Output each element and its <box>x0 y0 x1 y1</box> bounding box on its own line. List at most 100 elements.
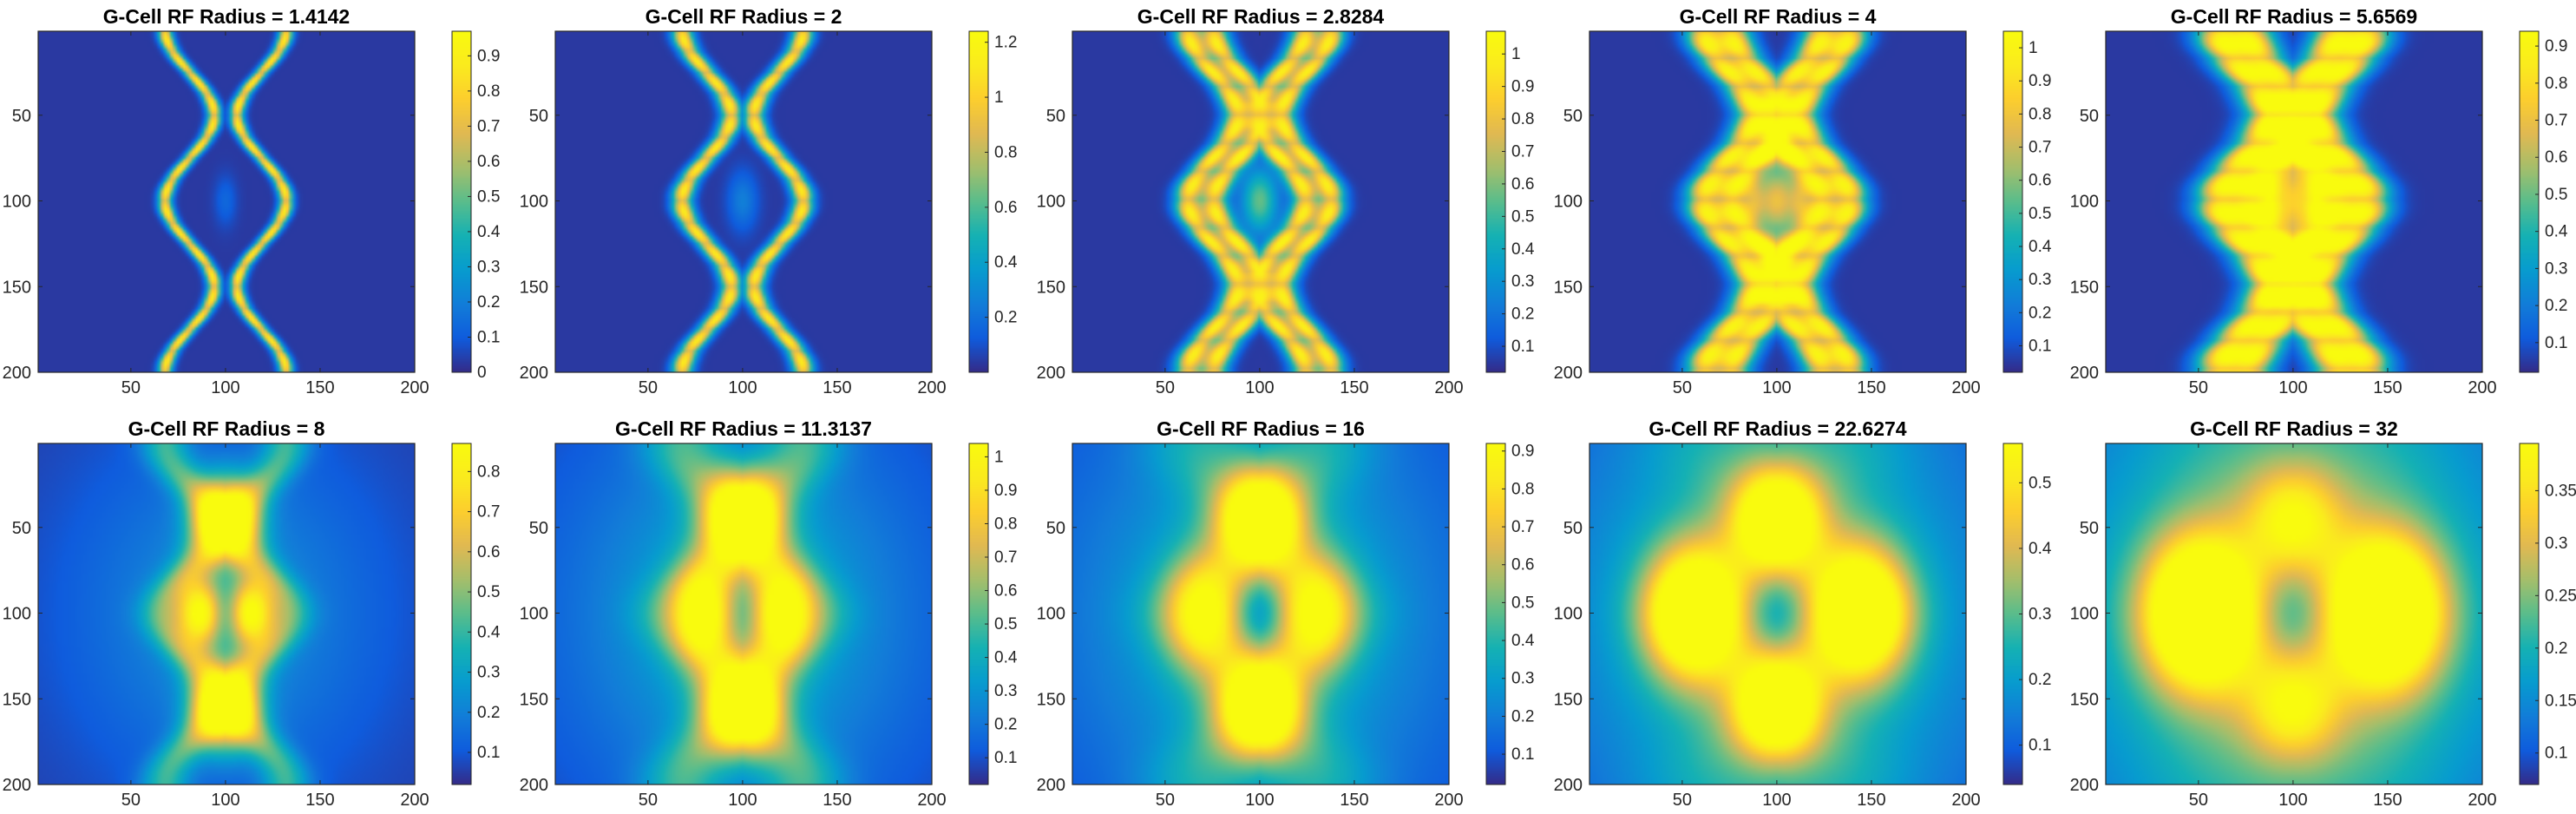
colorbar-tick-label: 0.3 <box>2545 259 2567 278</box>
y-tick-label: 50 <box>529 107 548 126</box>
x-tick-label: 100 <box>2278 378 2307 397</box>
colorbar-tick-label: 0.8 <box>477 463 500 481</box>
x-tick-label: 50 <box>639 378 658 397</box>
colorbar-tick-label: 0.5 <box>2029 205 2051 223</box>
colorbar-tick-label: 0.6 <box>2029 172 2051 190</box>
colorbar-tick-label: 0.2 <box>477 704 500 722</box>
y-tick-label: 50 <box>12 519 31 538</box>
x-tick-label: 50 <box>2189 378 2208 397</box>
heatmap-image <box>555 443 932 784</box>
colorbar: 0.1 0.2 0.3 0.4 0.5 <box>2002 443 2052 785</box>
colorbar-tick-label: 1.2 <box>994 34 1017 52</box>
colorbar-tick-label: 0.9 <box>2545 37 2567 56</box>
x-tick-label: 100 <box>1245 378 1274 397</box>
panel-title: G-Cell RF Radius = 8 <box>128 417 325 440</box>
x-tick-label: 50 <box>121 378 141 397</box>
heatmap-image <box>2106 31 2482 372</box>
colorbar-tick-label: 0.8 <box>994 515 1017 533</box>
y-tick-label: 100 <box>2070 605 2099 624</box>
colorbar: 0.1 0.2 0.3 0.4 0.5 0.6 0.7 0.8 0.9 1 <box>968 443 1018 785</box>
x-tick-label: 150 <box>1340 791 1368 810</box>
heatmap-image <box>38 443 415 784</box>
x-tick-label: 50 <box>1156 791 1175 810</box>
y-tick-label: 150 <box>2070 278 2099 297</box>
colorbar-tick-label: 0.6 <box>994 582 1017 601</box>
colorbar-gradient <box>1486 31 1505 372</box>
colorbar-tick-label: 0.35 <box>2545 482 2576 500</box>
colorbar-tick-label: 0.6 <box>477 543 500 561</box>
y-tick-label: 200 <box>520 364 548 383</box>
axes-box <box>2105 443 2483 785</box>
x-tick-label: 200 <box>917 791 946 810</box>
colorbar-gradient <box>2003 31 2022 372</box>
x-tick-label: 150 <box>823 791 851 810</box>
x-tick-label: 50 <box>121 791 141 810</box>
colorbar-gradient <box>452 31 471 372</box>
colorbar-box <box>451 443 472 785</box>
colorbar-tick-label: 0.5 <box>477 583 500 601</box>
x-tick-label: 150 <box>2373 378 2402 397</box>
colorbar-tick-label: 0 <box>477 364 487 382</box>
colorbar-tick-label: 0.2 <box>2029 304 2051 322</box>
axes-box <box>37 443 416 785</box>
colorbar-tick-label: 0.4 <box>994 649 1018 667</box>
y-tick-label: 200 <box>1554 364 1583 383</box>
colorbar-box <box>451 30 472 373</box>
y-tick-label: 150 <box>1037 690 1065 709</box>
colorbar-box <box>1485 443 1506 785</box>
y-tick-label: 100 <box>3 605 31 624</box>
heatmap-image <box>555 31 932 372</box>
panel-8: 50 100 150 200 50 100 150 200 G-Cell RF Radius =… <box>1037 417 1535 810</box>
colorbar-tick-label: 0.3 <box>1511 272 1534 291</box>
x-tick-label: 200 <box>1434 378 1463 397</box>
panel-4: 50 100 150 200 50 100 150 200 G-Cell RF Radius =… <box>1554 5 2052 397</box>
colorbar-tick-label: 0.7 <box>1511 518 1534 536</box>
colorbar-gradient <box>969 443 988 784</box>
colorbar-tick-label: 0.3 <box>2545 535 2567 553</box>
colorbar-tick-label: 0.1 <box>2545 745 2567 763</box>
y-tick-label: 50 <box>2080 519 2099 538</box>
colorbar-tick-label: 0.25 <box>2545 587 2576 605</box>
colorbar-tick-label: 0.6 <box>477 153 500 171</box>
y-tick-label: 100 <box>520 605 548 624</box>
colorbar-tick-label: 0.4 <box>477 223 501 241</box>
colorbar-tick-label: 0.7 <box>994 548 1017 567</box>
y-tick-label: 50 <box>1563 107 1583 126</box>
colorbar-tick-label: 0.7 <box>477 117 500 135</box>
x-tick-label: 200 <box>1951 378 1980 397</box>
colorbar: 0.1 0.2 0.3 0.4 0.5 0.6 0.7 0.8 0.9 1 <box>2002 30 2052 373</box>
y-tick-label: 200 <box>2070 364 2099 383</box>
y-tick-label: 150 <box>520 690 548 709</box>
colorbar-tick-label: 0.1 <box>994 749 1017 767</box>
panel-title: G-Cell RF Radius = 4 <box>1680 5 1877 28</box>
colorbar-tick-label: 0.2 <box>477 293 500 312</box>
colorbar-tick-label: 0.6 <box>2545 148 2567 167</box>
colorbar-tick-label: 0.8 <box>994 143 1017 161</box>
colorbar-tick-label: 0.4 <box>2029 238 2052 256</box>
colorbar-tick-label: 0.9 <box>994 482 1017 500</box>
colorbar-tick-label: 0.8 <box>1511 110 1534 128</box>
x-tick-label: 150 <box>1857 378 1885 397</box>
y-tick-label: 150 <box>3 278 31 297</box>
colorbar: 0.1 0.2 0.3 0.4 0.5 0.6 0.7 0.8 0.9 <box>1485 443 1535 785</box>
panel-6: 50 100 150 200 50 100 150 200 G-Cell RF Radius =… <box>3 417 501 810</box>
heatmap-image <box>1590 443 1966 784</box>
colorbar-tick-label: 0.6 <box>1511 175 1534 194</box>
x-tick-label: 100 <box>1245 791 1274 810</box>
colorbar-tick-label: 0.4 <box>1511 240 1535 259</box>
colorbar: 0.1 0.2 0.3 0.4 0.5 0.6 0.7 0.8 0.9 1 <box>1485 30 1535 373</box>
colorbar-tick-label: 0.4 <box>994 253 1018 272</box>
colorbar-box <box>1485 30 1506 373</box>
y-tick-label: 150 <box>1037 278 1065 297</box>
colorbar-gradient <box>452 443 471 784</box>
colorbar-tick-label: 0.9 <box>477 47 500 65</box>
heatmap-image <box>1072 443 1449 784</box>
panel-title: G-Cell RF Radius = 16 <box>1157 417 1365 440</box>
colorbar-tick-label: 0.1 <box>2029 337 2051 355</box>
y-tick-label: 50 <box>529 519 548 538</box>
colorbar-tick-label: 0.1 <box>477 328 500 346</box>
colorbar-tick-label: 0.5 <box>2029 474 2051 492</box>
panel-7: 50 100 150 200 50 100 150 200 G-Cell RF Radius =… <box>520 417 1018 810</box>
y-tick-label: 200 <box>3 364 31 383</box>
y-tick-label: 150 <box>520 278 548 297</box>
